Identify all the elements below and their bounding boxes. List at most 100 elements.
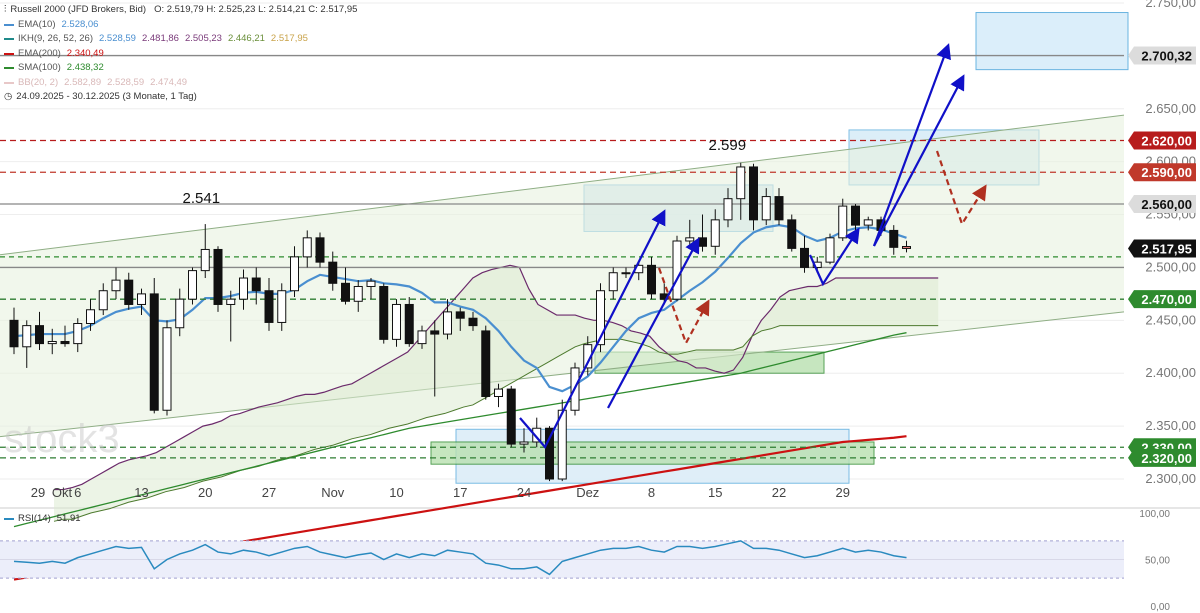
- indicator-value: 2.528,06: [61, 18, 99, 30]
- channel-upper: [0, 114, 1125, 256]
- rsi-tick-label: 0,00: [1151, 602, 1171, 613]
- price-badge: 2.560,00: [1128, 194, 1196, 213]
- candle-body: [137, 293, 146, 305]
- time-axis[interactable]: 29 Okt 6 13 20 27 Nov 10 17 24 Dez 8 15 22 29: [31, 485, 850, 500]
- legend-indicator-row: EMA(10) 2.528,06: [4, 18, 357, 33]
- candle-body: [47, 340, 57, 345]
- price-badge-label: 2.700,32: [1141, 49, 1192, 64]
- price-badge-label: 2.590,00: [1141, 165, 1192, 180]
- red-dashed-arrow-1: [657, 267, 710, 346]
- legend-period-row: ◷ 24.09.2025 - 30.12.2025 (3 Monate, 1 T…: [4, 90, 357, 105]
- candle-body: [315, 237, 325, 263]
- candle-body: [188, 270, 197, 300]
- candle-body: [774, 196, 784, 221]
- candle-body: [226, 298, 236, 305]
- legend-indicator-row: SMA(100) 2.438,32: [4, 61, 357, 76]
- price-badge-shape: [1128, 290, 1196, 309]
- candle-body: [22, 325, 32, 348]
- legend-indicator-row: EMA(200) 2.340,49: [4, 47, 357, 62]
- candle-body: [455, 311, 465, 319]
- indicator-value: 2.340,49: [66, 47, 104, 59]
- watermark-text: stock3: [4, 417, 120, 461]
- price-badge: 2.470,00: [1128, 290, 1196, 309]
- channel-lower: [0, 311, 1125, 438]
- indicator-value: 2.446,21: [227, 33, 265, 44]
- candle-body: [302, 237, 312, 258]
- ema10-line: [13, 224, 907, 393]
- candle-body: [506, 388, 516, 445]
- time-tick-label: 8: [648, 485, 655, 500]
- clock-icon: ◷: [4, 91, 13, 102]
- high-annotation: 2.599: [709, 137, 747, 154]
- blue-arrow-3: [808, 227, 860, 287]
- indicator-swatch: [4, 38, 14, 41]
- rsi-legend: RSI(14) 51,91: [4, 513, 81, 524]
- indicator-value: 2.582,89: [64, 76, 102, 88]
- time-tick-label: 24: [517, 485, 531, 500]
- time-tick-label: 29: [31, 485, 45, 500]
- candle-body: [430, 330, 440, 335]
- target-zone-top: [975, 12, 1129, 71]
- candle-body: [213, 248, 223, 305]
- price-badge-label: 2.620,00: [1141, 134, 1192, 149]
- candle-body: [787, 219, 797, 249]
- candle-body: [175, 298, 185, 329]
- senkou-span-a: [54, 264, 939, 491]
- candle-body: [468, 317, 478, 327]
- price-badge-label: 2.470,00: [1141, 292, 1192, 307]
- candle-body: [761, 196, 771, 221]
- candle-body: [353, 285, 363, 302]
- legend-indicator-row: BB(20, 2) 2.582,89 2.528,59 2.474,49: [4, 76, 357, 91]
- time-tick-label: 17: [453, 485, 467, 500]
- time-tick-label: 27: [262, 485, 276, 500]
- candle-body: [698, 237, 707, 247]
- price-badge-shape: [1128, 194, 1196, 213]
- indicator-value: 2.528,59: [98, 33, 136, 44]
- price-badge-shape: [1128, 448, 1196, 467]
- time-tick-label: 20: [198, 485, 212, 500]
- candle-body: [749, 166, 758, 221]
- indicator-value: 2.517,95: [270, 33, 308, 44]
- price-tick-label: 2.450,00: [1145, 312, 1196, 327]
- price-badge: 2.320,00: [1128, 448, 1196, 467]
- candlesticks: [9, 162, 911, 482]
- period-text: 24.09.2025 - 30.12.2025 (3 Monate, 1 Tag…: [16, 91, 197, 102]
- candle-body: [596, 290, 605, 346]
- blue-arrow-2: [607, 237, 700, 409]
- time-tick-label: Nov: [321, 485, 345, 500]
- rsi-tick-label: 100,00: [1139, 509, 1170, 520]
- price-tick-label: 2.750,00: [1145, 0, 1196, 10]
- indicator-value: 2.474,49: [150, 76, 188, 88]
- indicator-label: EMA(200): [18, 47, 61, 59]
- candle-body: [863, 219, 873, 226]
- price-badge-label: 2.320,00: [1141, 451, 1192, 466]
- price-badge: 2.620,00: [1128, 131, 1196, 150]
- candle-body: [328, 261, 338, 284]
- candle-body: [73, 323, 83, 345]
- candle-body: [672, 240, 682, 300]
- price-badge-shape: [1128, 131, 1196, 150]
- time-tick-label: 15: [708, 485, 722, 500]
- indicator-label: EMA(10): [18, 18, 56, 30]
- candle-body: [838, 205, 848, 239]
- indicator-label: BB(20, 2): [18, 76, 59, 88]
- channel-fill: [0, 115, 1124, 437]
- candle-body: [111, 279, 121, 292]
- rsi-swatch: [4, 517, 14, 520]
- candle-body: [239, 277, 248, 300]
- candle-body: [685, 237, 695, 242]
- candle-body: [736, 166, 746, 200]
- chart-type-icon: ⫶: [4, 4, 7, 15]
- price-badge-shape: [1128, 163, 1196, 182]
- price-tick-label: 2.500,00: [1145, 259, 1196, 274]
- candle-body: [481, 330, 491, 397]
- sma100-line: [13, 332, 907, 528]
- candle-body: [647, 264, 656, 295]
- candle-body: [557, 409, 567, 480]
- candle-body: [290, 256, 299, 292]
- price-tick-label: 2.650,00: [1145, 101, 1196, 116]
- candle-body: [404, 303, 414, 345]
- support-zone-green: [430, 441, 875, 465]
- candle-body: [264, 290, 274, 323]
